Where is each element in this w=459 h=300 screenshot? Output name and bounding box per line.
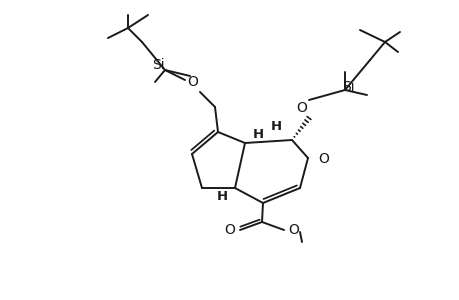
Text: Si: Si xyxy=(341,80,353,94)
Text: O: O xyxy=(296,101,307,115)
Text: O: O xyxy=(317,152,328,166)
Text: O: O xyxy=(224,223,235,237)
Text: O: O xyxy=(288,223,299,237)
Text: Si: Si xyxy=(151,58,164,72)
Text: H: H xyxy=(252,128,263,140)
Text: O: O xyxy=(187,75,198,89)
Text: H: H xyxy=(270,119,281,133)
Text: H: H xyxy=(216,190,227,203)
